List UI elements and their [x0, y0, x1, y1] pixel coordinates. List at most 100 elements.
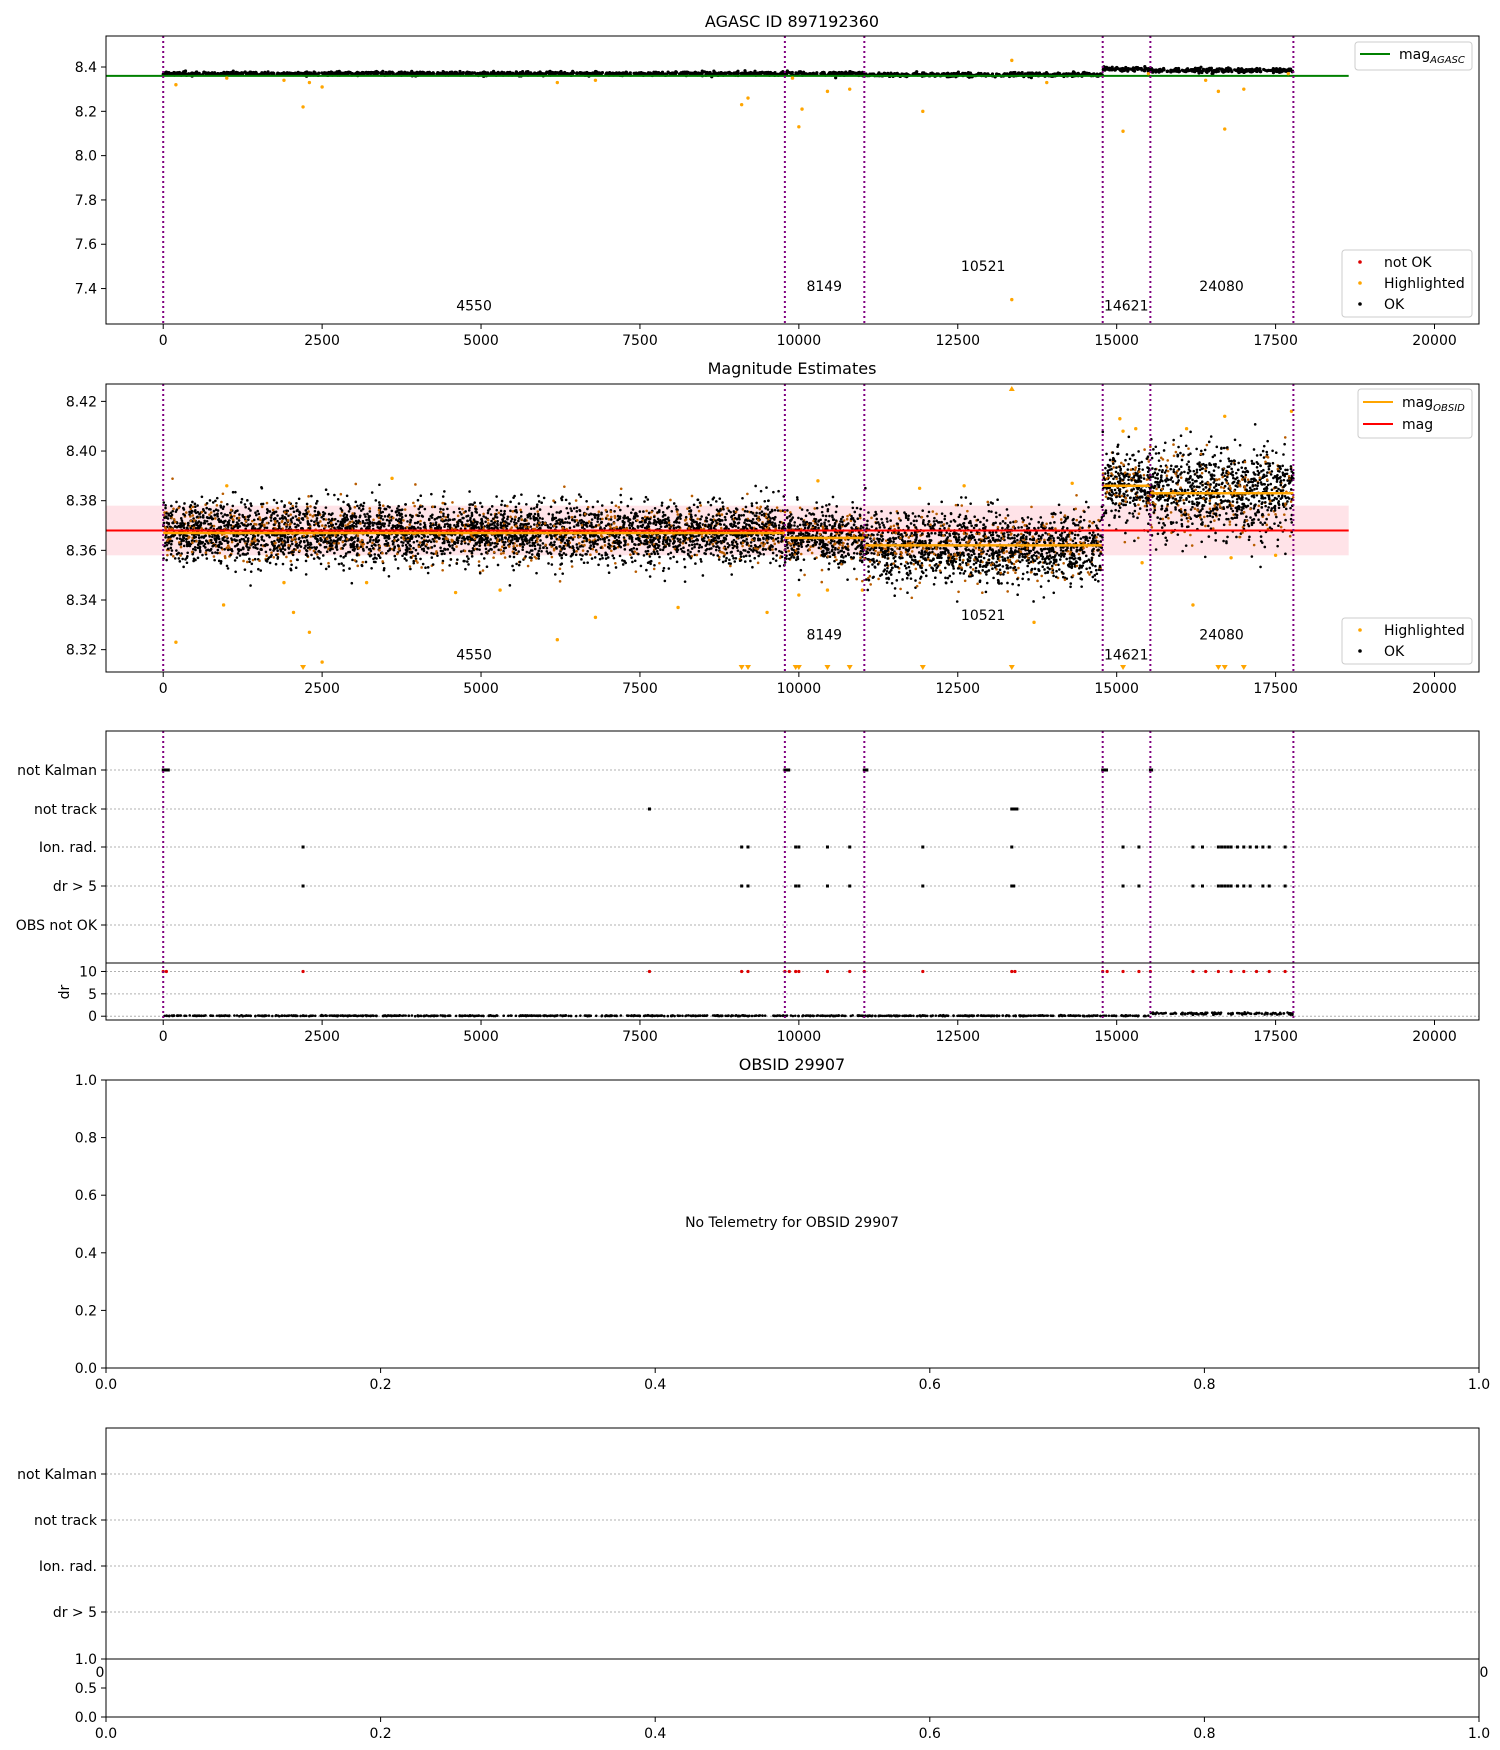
- ok-point: [586, 550, 589, 553]
- ok-point: [721, 560, 725, 564]
- ok-point: [296, 508, 299, 512]
- ok-point: [416, 520, 420, 524]
- ok-point: [496, 522, 499, 526]
- ok-point: [216, 548, 220, 552]
- ok-point: [548, 543, 552, 546]
- ok-point: [734, 516, 737, 520]
- ok-point: [558, 554, 562, 557]
- ok-point: [256, 542, 259, 546]
- ok-point: [225, 564, 229, 568]
- ok-point: [218, 551, 222, 555]
- ok-point: [530, 553, 534, 556]
- ok-point: [718, 497, 722, 500]
- panel1-ytick-label: 7.6: [75, 237, 97, 253]
- ok-point: [252, 545, 255, 549]
- ok-point: [508, 555, 512, 558]
- ok-point: [219, 562, 223, 565]
- ok-point: [646, 561, 650, 565]
- ok-point: [484, 547, 488, 551]
- ok-point: [692, 503, 696, 507]
- ok-point: [468, 549, 471, 553]
- highlighted-point: [282, 78, 286, 83]
- ok-point: [586, 561, 589, 564]
- ok-point: [327, 565, 331, 568]
- ok-point: [607, 571, 611, 575]
- ok-point: [344, 552, 348, 555]
- ok-point: [401, 554, 404, 558]
- ok-point: [179, 517, 183, 520]
- ok-point: [553, 534, 556, 538]
- ok-point: [371, 541, 374, 545]
- ok-point: [620, 71, 624, 76]
- ok-point: [300, 71, 304, 75]
- ok-point: [659, 71, 664, 76]
- ok-point: [768, 70, 773, 75]
- ok-point: [520, 538, 524, 541]
- ok-point: [432, 533, 436, 537]
- ok-point: [431, 513, 434, 517]
- ok-point: [714, 500, 718, 503]
- ok-point: [443, 490, 446, 493]
- ok-point: [263, 70, 267, 74]
- ok-point: [744, 554, 748, 558]
- ok-point: [693, 545, 696, 549]
- ok-point: [348, 567, 351, 570]
- legend-not-ok-label: not OK: [1384, 255, 1432, 271]
- ok-point: [450, 538, 453, 542]
- ok-point: [1126, 69, 1130, 73]
- ok-point: [777, 526, 781, 530]
- ok-point: [694, 562, 697, 565]
- ok-point: [714, 519, 717, 522]
- ok-point: [339, 514, 342, 517]
- ok-point: [659, 525, 663, 528]
- panel1-xtick-label: 20000: [1412, 333, 1457, 349]
- ok-point: [668, 523, 671, 527]
- ok-point: [366, 512, 369, 516]
- ok-point: [251, 542, 254, 546]
- ok-point: [372, 518, 375, 522]
- ok-point: [405, 525, 409, 529]
- ok-point: [719, 526, 723, 530]
- ok-point: [467, 557, 470, 561]
- ok-point: [631, 550, 634, 553]
- ok-point: [721, 505, 725, 508]
- ok-point: [466, 71, 471, 75]
- ok-point: [424, 566, 427, 570]
- ok-point: [221, 492, 225, 496]
- ok-point: [175, 500, 178, 504]
- ok-point: [647, 552, 651, 556]
- ok-point: [442, 514, 445, 518]
- ok-point: [197, 533, 201, 537]
- ok-point: [346, 518, 350, 521]
- ok-point: [260, 524, 264, 527]
- ok-point: [256, 509, 259, 513]
- ok-point: [551, 513, 555, 516]
- ok-point: [419, 523, 422, 526]
- highlighted-point: [593, 78, 598, 83]
- ok-point: [417, 535, 421, 538]
- ok-point: [683, 580, 687, 583]
- highlighted-point: [1010, 58, 1014, 63]
- ok-point: [177, 70, 182, 75]
- ok-point: [573, 515, 577, 519]
- ok-point: [426, 70, 430, 75]
- ok-point: [604, 557, 608, 560]
- panel1-xtick-label: 17500: [1253, 333, 1298, 349]
- highlighted-point: [921, 109, 925, 114]
- ok-point: [515, 510, 519, 514]
- ok-point: [309, 535, 313, 538]
- ok-point: [701, 574, 705, 577]
- ok-point: [486, 511, 490, 515]
- ok-point: [225, 502, 229, 506]
- ok-point: [474, 505, 477, 508]
- ok-point: [258, 516, 261, 519]
- ok-point: [600, 504, 604, 507]
- ok-point: [177, 557, 181, 560]
- ok-point: [419, 527, 422, 530]
- ok-point: [401, 544, 404, 547]
- ok-point: [630, 538, 634, 541]
- ok-point: [204, 511, 207, 515]
- ok-point: [433, 544, 436, 548]
- panel1-ytick-label: 8.0: [75, 149, 97, 165]
- ok-point: [212, 524, 216, 528]
